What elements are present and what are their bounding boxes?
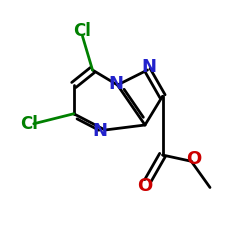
Text: Cl: Cl xyxy=(20,115,38,133)
Text: O: O xyxy=(186,150,202,168)
Text: N: N xyxy=(109,75,124,93)
Text: N: N xyxy=(141,58,156,76)
Text: N: N xyxy=(92,122,108,140)
Text: Cl: Cl xyxy=(74,22,92,40)
Text: O: O xyxy=(138,177,152,195)
